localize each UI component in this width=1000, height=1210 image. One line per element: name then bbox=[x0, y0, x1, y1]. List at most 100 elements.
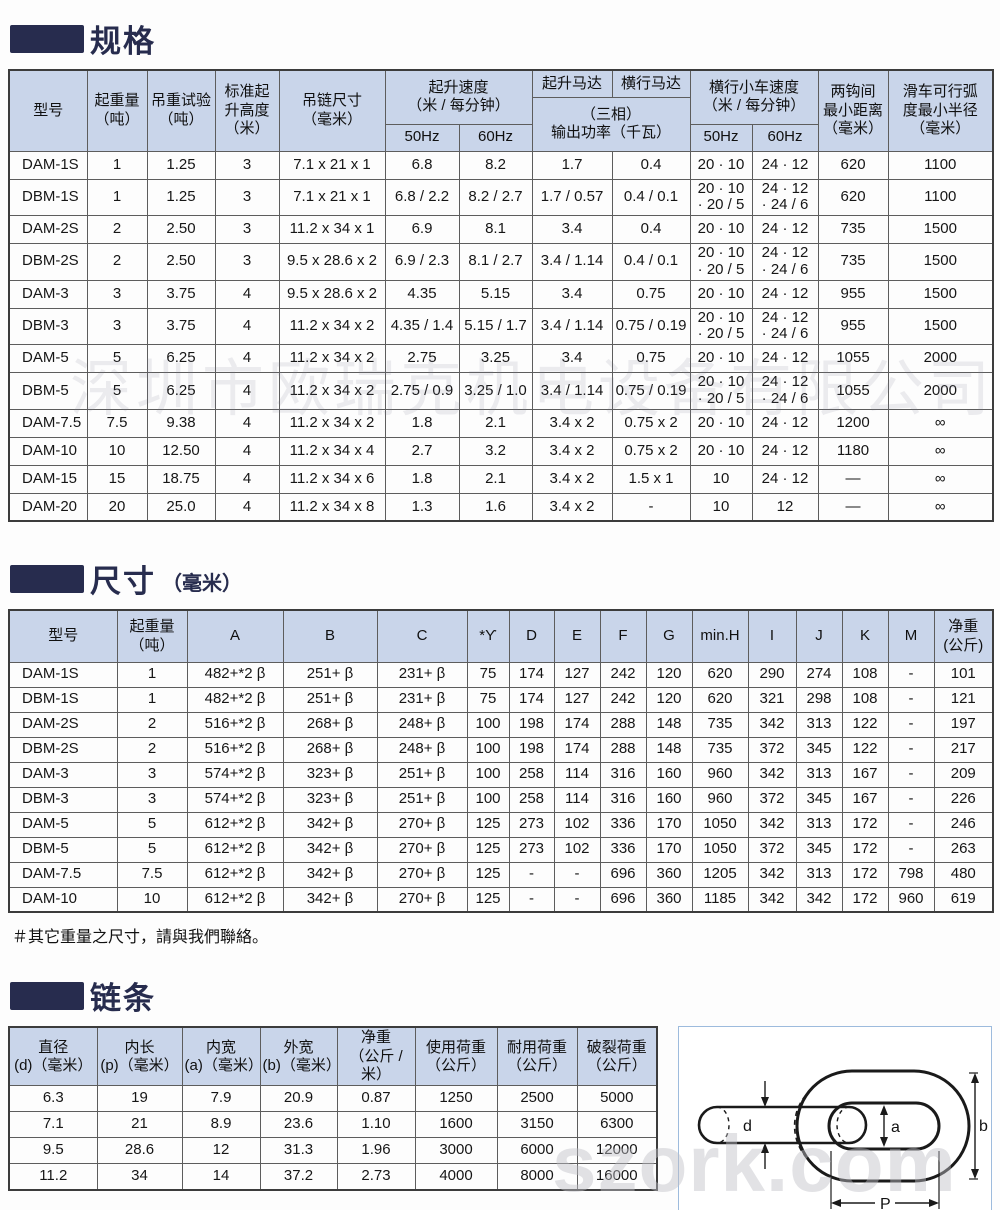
table-cell: 288 bbox=[599, 711, 647, 738]
table-cell: 172 bbox=[841, 861, 889, 888]
table-cell: DAM-2S bbox=[8, 711, 118, 738]
table-cell: 3150 bbox=[496, 1111, 578, 1139]
table-cell: 122 bbox=[841, 736, 889, 763]
table-cell: 612+*2 β bbox=[186, 811, 284, 838]
table-cell: 270+ β bbox=[376, 811, 468, 838]
table-cell: 696 bbox=[599, 861, 647, 888]
table-cell: 345 bbox=[795, 836, 843, 863]
table-cell: 1 bbox=[116, 686, 188, 713]
table-cell: 11.2 x 34 x 2 bbox=[278, 307, 386, 346]
table-cell: 735 bbox=[691, 736, 749, 763]
table-cell: 342+ β bbox=[282, 861, 378, 888]
table-cell: 1.8 bbox=[384, 464, 460, 494]
table-cell: 1050 bbox=[691, 811, 749, 838]
column-header: 内宽 (a)（毫米） bbox=[181, 1026, 261, 1087]
dims-title-unit: （毫米） bbox=[162, 573, 242, 596]
table-row: 11.2 34 14 37.2 2.73 4000 8000 16000 bbox=[8, 1163, 658, 1191]
column-header: E bbox=[553, 609, 601, 663]
table-cell: 11.2 x 34 x 6 bbox=[278, 464, 386, 494]
table-cell: 3.25 / 1.0 bbox=[458, 372, 533, 410]
table-cell: 24 · 12 bbox=[751, 279, 819, 309]
table-cell: 18.75 bbox=[146, 464, 216, 494]
table-cell: 25.0 bbox=[146, 492, 216, 522]
table-cell: 258 bbox=[508, 761, 555, 788]
table-cell: 336 bbox=[599, 836, 647, 863]
column-header: F bbox=[599, 609, 647, 663]
table-cell: 1205 bbox=[691, 861, 749, 888]
table-cell: DBM-2S bbox=[8, 243, 88, 281]
table-cell: 360 bbox=[645, 861, 693, 888]
table-cell: 4 bbox=[214, 492, 280, 522]
table-cell: DAM-1S bbox=[8, 661, 118, 688]
table-cell: 620 bbox=[817, 150, 889, 180]
table-cell: 298 bbox=[795, 686, 843, 713]
table-cell: 1250 bbox=[414, 1085, 498, 1113]
table-cell: DAM-7.5 bbox=[8, 408, 88, 438]
table-cell: DBM-3 bbox=[8, 786, 118, 813]
table-row: DAM-5 5 612+*2 β 342+ β 270+ β 125 273 102 336 17… bbox=[8, 811, 994, 838]
table-cell: 75 bbox=[466, 661, 510, 688]
table-cell: 114 bbox=[553, 786, 601, 813]
table-cell: - bbox=[553, 886, 601, 913]
table-cell: 174 bbox=[553, 711, 601, 738]
table-cell: - bbox=[887, 711, 935, 738]
table-cell: 5.15 bbox=[458, 279, 533, 309]
table-cell: 4.35 / 1.4 bbox=[384, 307, 460, 346]
table-cell: 16000 bbox=[576, 1163, 658, 1191]
table-cell: - bbox=[553, 861, 601, 888]
column-header: 破裂荷重 （公斤） bbox=[576, 1026, 658, 1087]
column-header: 型号 bbox=[8, 609, 118, 663]
table-row: 6.3 19 7.9 20.9 0.87 1250 2500 5000 bbox=[8, 1085, 658, 1113]
table-cell: 3 bbox=[214, 215, 280, 245]
table-cell: 251+ β bbox=[282, 686, 378, 713]
chain-title-text: 链条 bbox=[90, 981, 156, 1017]
table-cell: 0.75 x 2 bbox=[611, 408, 691, 438]
table-cell: 2.7 bbox=[384, 436, 460, 466]
col-arc-radius: 滑车可行弧 度最小半径 （毫米） bbox=[887, 69, 994, 152]
table-cell: 316 bbox=[599, 761, 647, 788]
table-cell: 2 bbox=[86, 243, 148, 281]
table-cell: 6.3 bbox=[8, 1085, 98, 1113]
table-row: DBM-1S 1 1.25 3 7.1 x 21 x 1 6.8 / 2.2 8.2 / 2… bbox=[8, 178, 994, 217]
col-60hz-lift: 60Hz bbox=[458, 123, 533, 152]
table-cell: 20 · 10 · 20 / 5 bbox=[689, 372, 753, 410]
table-cell: 24 · 12 · 24 / 6 bbox=[751, 178, 819, 217]
table-cell: 248+ β bbox=[376, 711, 468, 738]
table-cell: 20.9 bbox=[259, 1085, 338, 1113]
table-cell: 11.2 bbox=[8, 1163, 98, 1191]
table-cell: 100 bbox=[466, 786, 510, 813]
table-cell: 172 bbox=[841, 886, 889, 913]
table-cell: DBM-5 bbox=[8, 836, 118, 863]
table-cell: 274 bbox=[795, 661, 843, 688]
table-cell: 11.2 x 34 x 2 bbox=[278, 344, 386, 374]
table-cell: 735 bbox=[817, 243, 889, 281]
table-cell: 3.4 bbox=[531, 344, 613, 374]
column-header: 耐用荷重 （公斤） bbox=[496, 1026, 578, 1087]
table-cell: 120 bbox=[645, 661, 693, 688]
column-header: 直径 (d)（毫米） bbox=[8, 1026, 98, 1087]
table-cell: 1180 bbox=[817, 436, 889, 466]
table-cell: 9.5 x 28.6 x 2 bbox=[278, 243, 386, 281]
table-cell: 482+*2 β bbox=[186, 661, 284, 688]
col-traverse-motor: 横行马达 bbox=[611, 69, 691, 98]
table-cell: 0.4 bbox=[611, 150, 691, 180]
table-cell: 1100 bbox=[887, 150, 994, 180]
table-cell: 2.75 bbox=[384, 344, 460, 374]
col-lift-height: 标准起 升高度 （米） bbox=[214, 69, 280, 152]
table-cell: 9.5 bbox=[8, 1137, 98, 1165]
table-cell: 121 bbox=[933, 686, 994, 713]
column-header: J bbox=[795, 609, 843, 663]
table-cell: 345 bbox=[795, 736, 843, 763]
table-cell: - bbox=[887, 761, 935, 788]
table-row: DAM-10 10 612+*2 β 342+ β 270+ β 125- -696 360 1… bbox=[8, 886, 994, 913]
table-cell: DAM-5 bbox=[8, 344, 88, 374]
table-cell: 268+ β bbox=[282, 736, 378, 763]
table-cell: 360 bbox=[645, 886, 693, 913]
table-cell: 3.4 / 1.14 bbox=[531, 307, 613, 346]
table-row: DAM-1S 1 1.25 3 7.1 x 21 x 1 6.8 8.2 1.7 0.4 20 ·… bbox=[8, 150, 994, 180]
table-cell: - bbox=[887, 736, 935, 763]
table-cell: 5 bbox=[116, 811, 188, 838]
table-cell: 1.7 / 0.57 bbox=[531, 178, 613, 217]
table-cell: DAM-5 bbox=[8, 811, 118, 838]
chain-link-diagram: d a b P bbox=[678, 1026, 992, 1210]
